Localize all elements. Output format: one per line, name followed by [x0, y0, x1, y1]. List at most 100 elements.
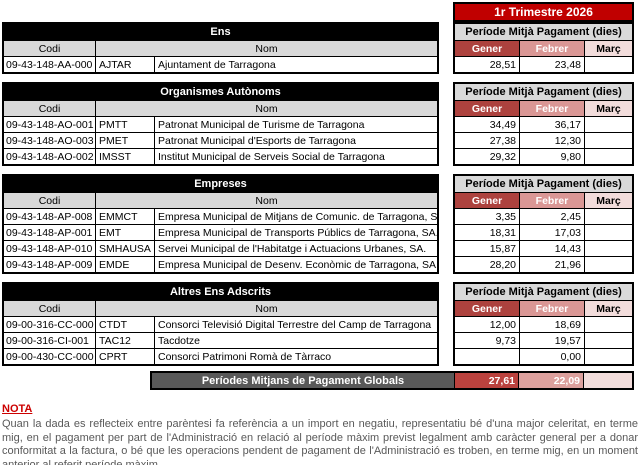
- month-header-marc: Març: [584, 193, 632, 208]
- codi-header: Codi: [4, 193, 95, 208]
- table-row: 09-43-148-AP-010 SMHAUSA Servei Municipa…: [4, 240, 437, 256]
- note-title: NOTA: [2, 403, 33, 415]
- sigla-cell: AJTAR: [95, 57, 154, 72]
- codi-cell: 09-43-148-AO-003: [6, 134, 94, 147]
- table-row: 12,00 18,69: [455, 316, 632, 332]
- section-title: Organismes Autònoms: [4, 84, 437, 100]
- febrer-value: 12,30: [519, 133, 584, 148]
- sigla-cell: CTDT: [95, 317, 154, 332]
- codi-cell: 09-43-148-AP-009: [6, 258, 93, 271]
- gener-value: 3,35: [495, 210, 516, 223]
- table-row: 34,49 36,17: [455, 116, 632, 132]
- month-header-row: Gener Febrer Març: [455, 40, 632, 56]
- period-header: Període Mitjà Pagament (dies): [455, 284, 632, 300]
- febrer-value: 23,48: [519, 57, 584, 72]
- table-row: 28,20 21,96: [455, 256, 632, 272]
- globals-label: Períodes Mitjans de Pagament Globals: [152, 373, 454, 388]
- section-altres-ens-adscrits: Altres Ens Adscrits Codi Nom 09-00-316-C…: [2, 282, 640, 366]
- febrer-value: 9,80: [519, 149, 584, 164]
- spacer: [439, 282, 453, 366]
- sigla-cell: SMHAUSA: [95, 241, 154, 256]
- sigla-cell: TAC12: [95, 333, 154, 348]
- table-row: 09-00-430-CC-000 CPRT Consorci Patrimoni…: [4, 348, 437, 364]
- gener-value: 18,31: [489, 226, 516, 239]
- month-header-febrer: Febrer: [519, 301, 584, 316]
- period-table: Període Mitjà Pagament (dies) Gener Febr…: [453, 174, 634, 274]
- febrer-value: 21,96: [519, 257, 584, 272]
- globals-marc-value: [583, 373, 632, 388]
- marc-value: [584, 317, 632, 332]
- nom-header: Nom: [95, 101, 437, 116]
- period-header-row: Període Mitjà Pagament (dies): [455, 24, 632, 40]
- period-header: Període Mitjà Pagament (dies): [455, 84, 632, 100]
- table-row: 09-43-148-AP-001 EMT Empresa Municipal d…: [4, 224, 437, 240]
- section-header-row: Organismes Autònoms: [4, 84, 437, 100]
- nom-header: Nom: [95, 193, 437, 208]
- nom-cell: Consorci Patrimoni Romà de Tàrraco: [154, 349, 437, 364]
- period-table: Període Mitjà Pagament (dies) Gener Febr…: [453, 82, 634, 166]
- entity-table: Organismes Autònoms Codi Nom 09-43-148-A…: [2, 82, 439, 166]
- codi-cell: 09-43-148-AP-008: [6, 210, 93, 223]
- febrer-value: 0,00: [519, 349, 584, 364]
- globals-gener-value: 27,61: [454, 373, 518, 388]
- table-row: 09-43-148-AO-001 PMTT Patronat Municipal…: [4, 116, 437, 132]
- codi-header: Codi: [4, 41, 95, 56]
- section-header-row: Altres Ens Adscrits: [4, 284, 437, 300]
- sigla-cell: IMSST: [95, 149, 154, 164]
- gener-value: 28,51: [489, 58, 516, 71]
- table-row: 09-43-148-AP-009 EMDE Empresa Municipal …: [4, 256, 437, 272]
- section-title: Empreses: [4, 176, 437, 192]
- sigla-cell: EMT: [95, 225, 154, 240]
- gener-value: [455, 349, 519, 364]
- month-header-febrer: Febrer: [519, 41, 584, 56]
- marc-value: [584, 133, 632, 148]
- section-title: Altres Ens Adscrits: [4, 284, 437, 300]
- table-row: 09-43-148-AA-000 AJTAR Ajuntament de Tar…: [4, 56, 437, 72]
- sigla-cell: PMET: [95, 133, 154, 148]
- nom-cell: Tacdotze: [154, 333, 437, 348]
- marc-value: [584, 349, 632, 364]
- codi-header: Codi: [4, 301, 95, 316]
- sigla-cell: EMMCT: [95, 209, 154, 224]
- marc-value: [584, 149, 632, 164]
- spacer: [439, 174, 453, 274]
- nom-cell: Institut Municipal de Serveis Social de …: [154, 149, 437, 164]
- spacer: [439, 22, 453, 74]
- period-table: Període Mitjà Pagament (dies) Gener Febr…: [453, 282, 634, 366]
- month-header-row: Gener Febrer Març: [455, 300, 632, 316]
- section-empreses: Empreses Codi Nom 09-43-148-AP-008 EMMCT…: [2, 174, 640, 274]
- period-header-row: Període Mitjà Pagament (dies): [455, 84, 632, 100]
- note-body: Quan la dada es reflecteix entre parènte…: [2, 418, 638, 465]
- nom-header: Nom: [95, 41, 437, 56]
- quarter-band: 1r Trimestre 2026: [2, 2, 640, 22]
- gener-value: 12,00: [489, 318, 516, 331]
- table-row: 09-43-148-AO-002 IMSST Institut Municipa…: [4, 148, 437, 164]
- febrer-value: 36,17: [519, 117, 584, 132]
- nom-cell: Empresa Municipal de Mitjans de Comunic.…: [154, 209, 437, 224]
- table-row: 09-43-148-AO-003 PMET Patronat Municipal…: [4, 132, 437, 148]
- table-row: 09-00-316-CC-000 CTDT Consorci Televisió…: [4, 316, 437, 332]
- column-header-row: Codi Nom: [4, 100, 437, 116]
- globals-row: Períodes Mitjans de Pagament Globals 27,…: [150, 371, 634, 390]
- month-header-gener: Gener: [455, 101, 519, 116]
- table-row: 15,87 14,43: [455, 240, 632, 256]
- codi-cell: 09-43-148-AA-000: [6, 58, 93, 71]
- marc-value: [584, 225, 632, 240]
- entity-table: Altres Ens Adscrits Codi Nom 09-00-316-C…: [2, 282, 439, 366]
- section-organismes-autonoms: Organismes Autònoms Codi Nom 09-43-148-A…: [2, 82, 640, 166]
- nom-cell: Consorci Televisió Digital Terrestre del…: [154, 317, 437, 332]
- febrer-value: 19,57: [519, 333, 584, 348]
- section-header-row: Empreses: [4, 176, 437, 192]
- gener-value: 29,32: [489, 150, 516, 163]
- codi-cell: 09-00-316-CI-001: [6, 334, 89, 347]
- spacer: [2, 2, 453, 22]
- febrer-value: 17,03: [519, 225, 584, 240]
- month-header-row: Gener Febrer Març: [455, 100, 632, 116]
- column-header-row: Codi Nom: [4, 300, 437, 316]
- febrer-value: 14,43: [519, 241, 584, 256]
- sigla-cell: CPRT: [95, 349, 154, 364]
- codi-header: Codi: [4, 101, 95, 116]
- month-header-marc: Març: [584, 41, 632, 56]
- period-header: Període Mitjà Pagament (dies): [455, 176, 632, 192]
